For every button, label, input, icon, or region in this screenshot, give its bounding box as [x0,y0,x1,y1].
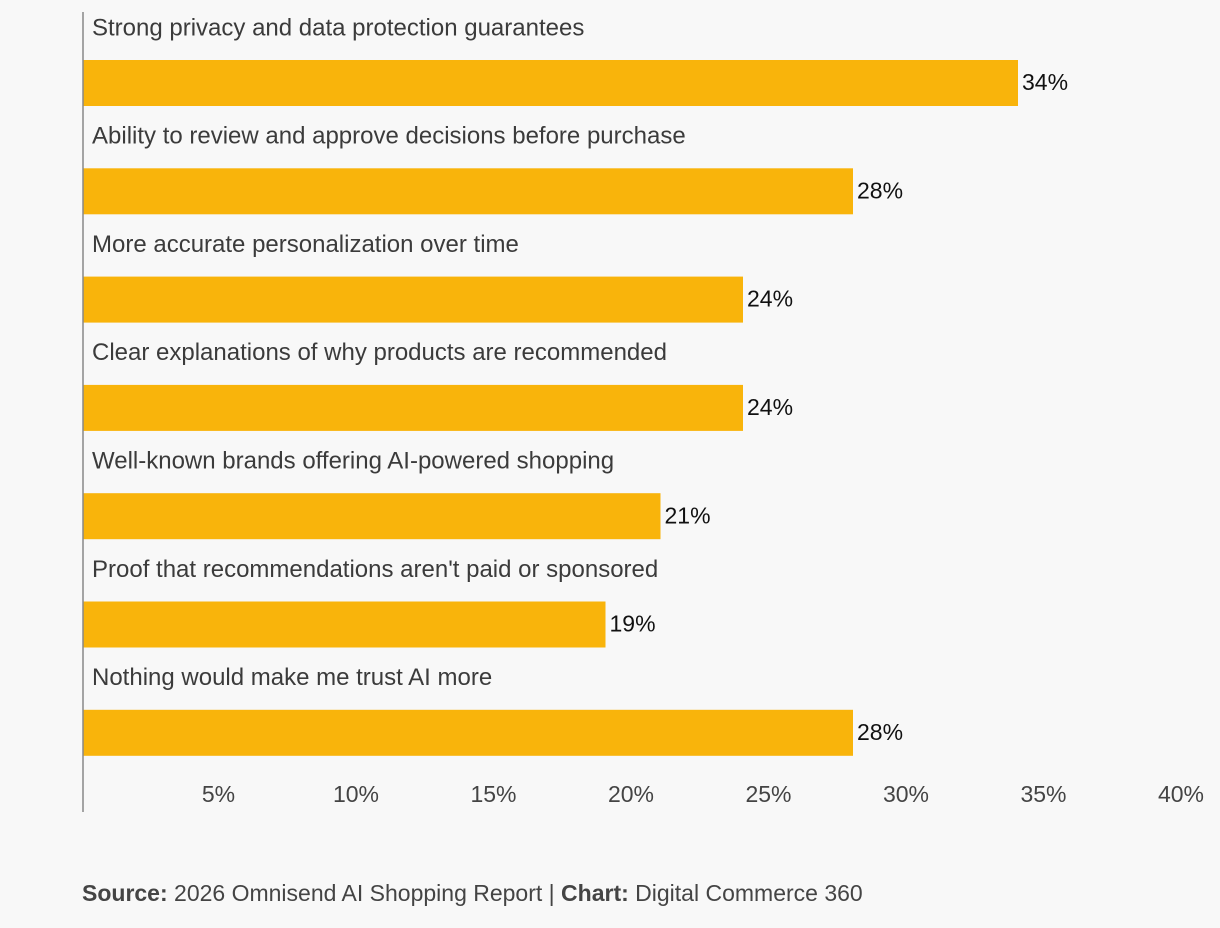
bar [83,384,743,431]
bar [83,493,661,540]
category-label: Clear explanations of why products are r… [92,339,667,366]
chart-canvas: Strong privacy and data protection guara… [82,12,1204,812]
data-label: 28% [857,177,903,203]
chart-footer: Source: 2026 Omnisend AI Shopping Report… [82,880,863,907]
x-tick-label: 30% [883,781,929,807]
category-label: Strong privacy and data protection guara… [92,14,584,41]
x-tick-label: 10% [333,781,379,807]
chart-credit-label: Chart: [561,880,629,906]
bar [83,60,1018,106]
bar [83,168,853,215]
data-label: 21% [665,502,711,528]
x-tick-label: 40% [1158,781,1204,807]
category-label: More accurate personalization over time [92,231,519,258]
x-tick-label: 5% [202,781,235,807]
data-label: 24% [747,394,793,420]
bar [83,276,743,323]
category-label: Ability to review and approve decisions … [92,123,686,150]
x-tick-label: 35% [1020,781,1066,807]
x-tick-label: 15% [470,781,516,807]
data-label: 24% [747,286,793,312]
category-label: Proof that recommendations aren't paid o… [92,556,658,583]
bar [83,601,606,648]
data-label: 34% [1022,69,1068,95]
data-label: 19% [610,611,656,637]
source-text: 2026 Omnisend AI Shopping Report | [167,880,562,906]
x-tick-label: 25% [745,781,791,807]
chart-credit-text: Digital Commerce 360 [628,880,863,906]
source-label: Source: [82,880,168,906]
category-label: Well-known brands offering AI-powered sh… [92,448,614,475]
data-label: 28% [857,719,903,745]
category-label: Nothing would make me trust AI more [92,664,492,691]
bar [83,709,853,756]
x-tick-label: 20% [608,781,654,807]
